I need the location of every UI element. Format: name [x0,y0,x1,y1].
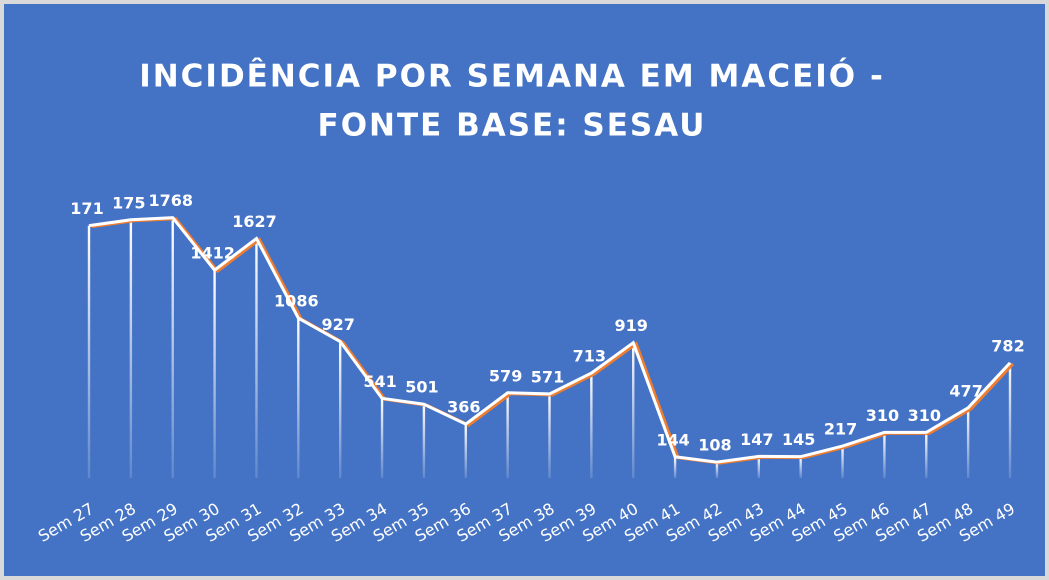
drop-line [841,446,844,478]
drop-line [380,398,384,478]
drop-line [715,462,719,478]
chart-area [4,4,1045,576]
data-label: 1412 [190,244,235,263]
data-label: 171 [70,199,103,218]
data-label: 1768 [148,191,193,210]
drop-line [1008,362,1012,478]
data-label: 310 [866,406,899,425]
drop-line [966,407,970,478]
chart-title: INCIDÊNCIA POR SEMANA EM MACEIÓ - [139,58,885,95]
drop-line [590,373,593,478]
data-label: 927 [321,315,354,334]
data-label: 919 [615,316,648,335]
data-label: 541 [363,372,396,391]
line-shadow [91,217,1015,465]
data-label: 713 [573,347,606,366]
drop-line [255,238,258,478]
data-label: 144 [656,430,689,449]
data-label: 501 [405,378,438,397]
chart-title: FONTE BASE: SESAU [318,108,707,144]
data-label: 310 [908,406,941,425]
drop-line [883,432,886,478]
data-label: 366 [447,398,480,417]
data-label: 782 [991,336,1024,355]
drop-line [925,432,928,478]
data-label: 175 [112,193,145,212]
drop-line [548,393,551,478]
data-label: 579 [489,366,522,385]
data-label: 145 [782,430,815,449]
drop-line [799,456,802,478]
drop-line [87,225,91,478]
data-label: 147 [740,430,773,449]
data-label: 477 [949,381,982,400]
drop-line [171,217,174,478]
drop-line [757,456,761,478]
drop-line [506,392,509,478]
data-label: 1627 [232,212,277,231]
data-label: 217 [824,420,857,439]
drop-line [338,341,342,478]
drop-line [297,318,300,478]
data-label: 108 [698,436,731,455]
data-label: 571 [531,367,564,386]
line [88,216,1012,464]
drop-line [464,424,467,478]
drop-line [213,270,216,478]
data-label: 1086 [274,292,319,311]
drop-line [129,219,133,478]
drop-line [673,456,677,478]
drop-line [632,342,635,478]
drop-line [422,404,426,478]
